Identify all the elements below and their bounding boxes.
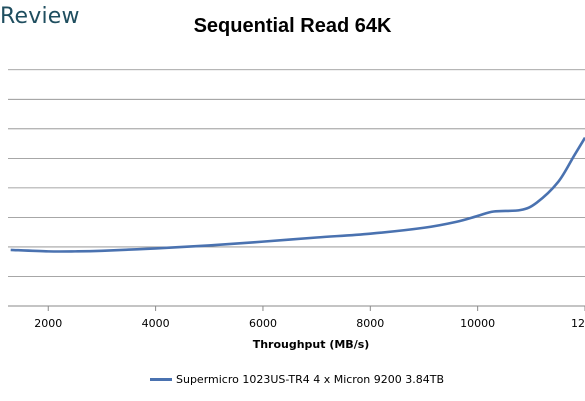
legend-swatch <box>150 378 172 381</box>
x-tick-label-4: 10000 <box>460 317 495 330</box>
x-tick-label-0: 2000 <box>34 317 62 330</box>
legend: Supermicro 1023US-TR4 4 x Micron 9200 3.… <box>150 373 444 386</box>
gridlines <box>8 69 585 277</box>
x-tick-label-1: 4000 <box>142 317 170 330</box>
x-tick-label-3: 8000 <box>356 317 384 330</box>
brand-logo: Review <box>0 4 80 29</box>
axes <box>8 305 585 311</box>
series-line-0 <box>10 137 585 253</box>
chart-title: Sequential Read 64K <box>193 15 392 37</box>
x-tick-label-5: 1200 <box>571 317 585 330</box>
x-axis-label: Throughput (MB/s) <box>253 338 370 351</box>
x-tick-label-2: 6000 <box>249 317 277 330</box>
legend-label: Supermicro 1023US-TR4 4 x Micron 9200 3.… <box>176 373 445 386</box>
x-tick-labels: 2000 4000 6000 8000 10000 1200 <box>34 317 585 330</box>
series-lines <box>10 137 585 253</box>
